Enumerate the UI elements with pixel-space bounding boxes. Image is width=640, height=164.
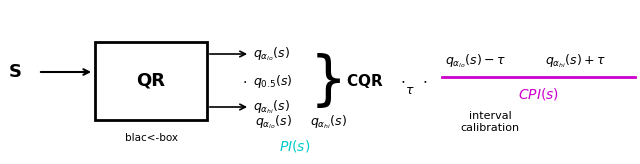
- Text: $q_{\alpha_{lo}}(s)$: $q_{\alpha_{lo}}(s)$: [255, 113, 292, 131]
- Text: $\mathbf{CQR}$: $\mathbf{CQR}$: [346, 72, 383, 90]
- Text: $\}$: $\}$: [309, 51, 341, 110]
- Text: interval
calibration: interval calibration: [460, 111, 520, 133]
- Bar: [95, 42, 207, 120]
- Text: $q_{\alpha_{hi}}(s)$: $q_{\alpha_{hi}}(s)$: [253, 98, 290, 116]
- Text: $PI(s)$: $PI(s)$: [279, 138, 310, 154]
- Text: blac<-box: blac<-box: [125, 133, 177, 143]
- Text: $q_{\alpha_{hi}}(s)$: $q_{\alpha_{hi}}(s)$: [310, 113, 347, 131]
- Text: $\cdot$: $\cdot$: [422, 73, 428, 88]
- Text: $\tau$: $\tau$: [405, 84, 415, 97]
- Text: $CPI(s)$: $CPI(s)$: [518, 86, 559, 102]
- Text: $q_{0.5}(s)$: $q_{0.5}(s)$: [253, 72, 292, 90]
- Text: $\mathbf{S}$: $\mathbf{S}$: [8, 63, 22, 81]
- Text: $\cdot$: $\cdot$: [242, 74, 247, 88]
- Text: QR: QR: [136, 72, 166, 90]
- Text: $q_{\alpha_{lo}}(s) - \tau$: $q_{\alpha_{lo}}(s) - \tau$: [445, 52, 506, 70]
- Text: $\cdot$: $\cdot$: [400, 73, 405, 88]
- Text: $q_{\alpha_{hi}}(s) + \tau$: $q_{\alpha_{hi}}(s) + \tau$: [545, 52, 606, 70]
- Text: $q_{\alpha_{lo}}(s)$: $q_{\alpha_{lo}}(s)$: [253, 45, 290, 63]
